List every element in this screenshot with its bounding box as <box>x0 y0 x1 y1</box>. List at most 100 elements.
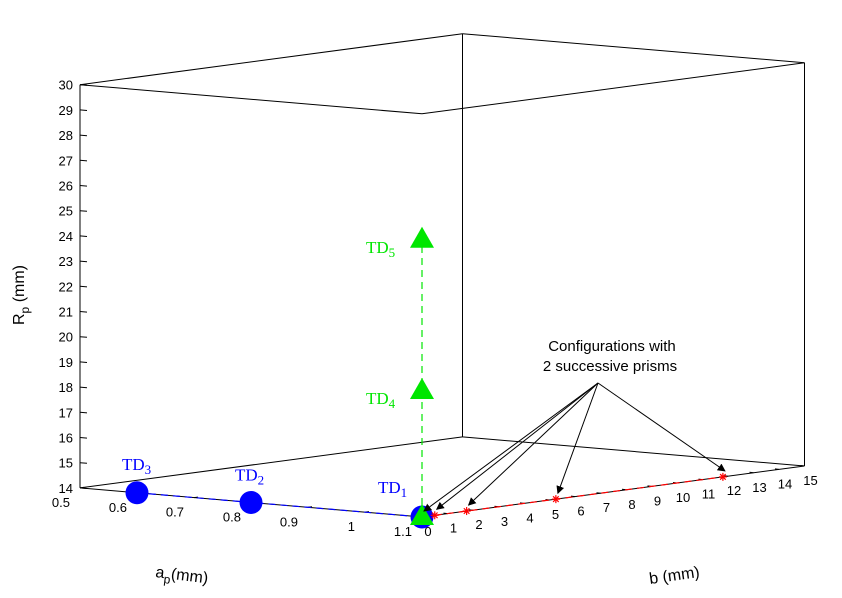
b-tick-label: 5 <box>552 507 559 522</box>
a-tick <box>193 496 199 499</box>
data-point-asterisk <box>462 507 471 516</box>
r-tick <box>79 336 88 338</box>
annotation-arrow <box>435 382 599 510</box>
r-tick <box>79 285 88 288</box>
r-tick-label: 26 <box>59 179 73 194</box>
r-tick-label: 30 <box>59 78 73 93</box>
r-tick-label: 16 <box>59 431 73 446</box>
annotation: Configurations with 2 successive prisms <box>423 338 726 512</box>
b-tick-label: 14 <box>778 476 792 491</box>
data-point-triangle <box>410 504 434 525</box>
annotation-text-line: 2 successive prisms <box>543 358 677 375</box>
r-tick <box>79 185 88 187</box>
a-tick-label: 0.5 <box>52 495 70 510</box>
point-label: TD5 <box>366 238 395 260</box>
r-tick-label: 17 <box>59 405 73 420</box>
r-tick-label: 21 <box>59 305 73 320</box>
b-axis-label: b (mm) <box>648 564 701 588</box>
r-tick <box>79 109 88 111</box>
r-tick-label: 14 <box>59 481 73 496</box>
data-point-triangle <box>410 378 434 399</box>
annotation-arrow <box>597 382 726 472</box>
b-tick <box>774 468 780 470</box>
box-edge <box>462 33 805 64</box>
annotation-arrow <box>423 382 599 512</box>
point-label-sub: 3 <box>145 462 152 477</box>
a-axis-label-sub: p <box>163 572 172 587</box>
point-label-sub: 4 <box>389 396 396 411</box>
a-axis-label: ap(mm) <box>154 564 209 591</box>
b-tick-label: 11 <box>702 487 716 502</box>
r-tick-label: 18 <box>59 380 73 395</box>
r-tick <box>79 84 88 86</box>
a-axis-label-unit: (mm) <box>170 566 209 587</box>
b-tick <box>570 495 576 498</box>
b-tick-label: 6 <box>577 504 584 519</box>
data-point-asterisk <box>551 495 560 504</box>
b-tick-label: 0 <box>424 524 431 539</box>
data-point-asterisk <box>430 511 439 520</box>
series-line <box>434 476 723 516</box>
r-tick-label: 25 <box>59 204 73 219</box>
r-axis-label-sub: p <box>18 306 32 313</box>
data-point-circle <box>125 481 149 505</box>
box-edge <box>79 33 463 86</box>
b-tick <box>749 471 754 474</box>
r-tick <box>79 235 88 237</box>
point-label: TD1 <box>378 478 407 500</box>
point-label: TD2 <box>235 465 264 487</box>
r-tick-label: 27 <box>59 153 73 168</box>
a-tick <box>79 486 85 489</box>
data-point-circle <box>239 490 263 514</box>
r-tick <box>79 411 88 414</box>
a-tick-label: 0.8 <box>223 509 241 524</box>
point-label: TD3 <box>122 455 151 477</box>
r-tick-label: 22 <box>59 279 73 294</box>
b-tick-label: 13 <box>752 480 766 495</box>
b-tick-label: 1 <box>450 521 457 536</box>
b-tick-label: 2 <box>475 517 482 532</box>
r-tick <box>79 462 88 464</box>
axes-box <box>79 33 805 518</box>
a-tick-label: 1 <box>348 519 355 534</box>
a-tick-label: 0.7 <box>166 505 184 520</box>
box-edge <box>421 62 805 115</box>
point-label-sub: 2 <box>258 472 265 487</box>
r-tick <box>79 361 88 363</box>
b-tick-label: 9 <box>654 493 661 508</box>
r-tick <box>79 437 88 439</box>
annotation-arrow <box>467 382 599 506</box>
b-tick-label: 3 <box>501 514 508 529</box>
r-tick-label: 28 <box>59 128 73 143</box>
box-edge <box>462 436 805 467</box>
r-tick <box>79 386 88 389</box>
annotation-arrow <box>556 382 599 495</box>
a-tick-label: 0.6 <box>109 500 127 515</box>
r-tick-label: 20 <box>59 330 73 345</box>
r-tick <box>79 134 88 137</box>
box-edge <box>79 436 463 489</box>
b-tick-label: 12 <box>727 483 741 498</box>
a-tick-label: 0.9 <box>280 514 298 529</box>
point-label-sub: 5 <box>389 245 396 260</box>
axis-labels: Rp (mm) ap(mm) b (mm) <box>11 265 701 591</box>
point-label: TD4 <box>366 389 396 411</box>
a-tick-label: 1.1 <box>394 524 412 539</box>
b-tick-label: 7 <box>603 500 610 515</box>
data-point-asterisk <box>718 472 727 481</box>
b-tick-label: 10 <box>676 490 690 505</box>
annotation-text-line: Configurations with <box>548 338 676 355</box>
b-tick <box>800 465 805 467</box>
r-tick-label: 23 <box>59 254 73 269</box>
box-edge <box>79 84 423 115</box>
r-tick <box>79 210 88 212</box>
r-axis-label: Rp (mm) <box>11 265 32 325</box>
b-tick <box>596 492 601 494</box>
data-series: TD3 TD2 TD1 TD4 TD5 <box>122 226 727 529</box>
r-tick-label: 15 <box>59 456 73 471</box>
b-tick-label: 15 <box>803 473 817 488</box>
r-tick-label: 24 <box>59 229 73 244</box>
data-point-triangle <box>410 226 434 248</box>
